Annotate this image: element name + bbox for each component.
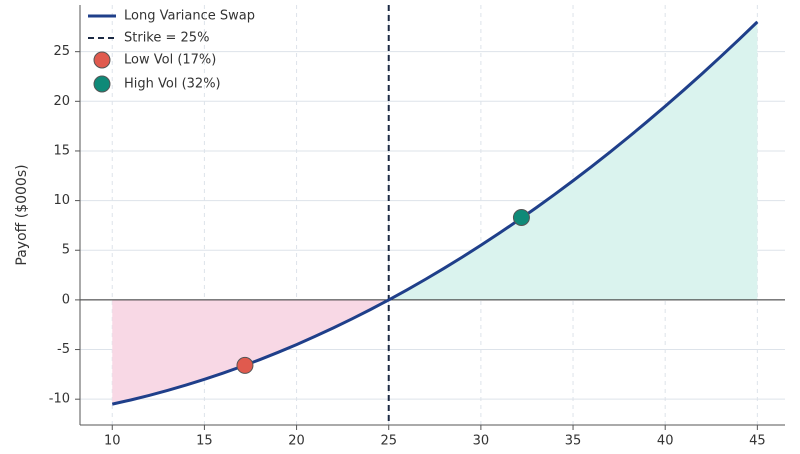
- legend-label: Strike = 25%: [124, 31, 209, 46]
- x-tick-label: 15: [196, 434, 213, 449]
- x-tick-label: 45: [749, 434, 766, 449]
- scenario-point: [236, 356, 254, 374]
- y-tick-label: 25: [53, 44, 70, 59]
- y-tick-label: 0: [62, 292, 70, 307]
- y-tick-label: 15: [53, 143, 70, 158]
- x-tick-label: 25: [380, 434, 397, 449]
- y-tick-label: 10: [53, 193, 70, 208]
- x-tick-label: 40: [657, 434, 674, 449]
- legend-label: Low Vol (17%): [124, 53, 216, 68]
- legend-swatch: [93, 51, 111, 69]
- x-tick-label: 20: [288, 434, 305, 449]
- legend-label: High Vol (32%): [124, 77, 221, 92]
- x-tick-label: 10: [104, 434, 121, 449]
- legend-swatch: [93, 75, 111, 93]
- x-tick-label: 30: [473, 434, 490, 449]
- loss-area: [112, 299, 389, 405]
- scenario-point: [512, 208, 530, 226]
- y-tick-label: 20: [53, 94, 70, 109]
- gain-area: [388, 21, 758, 300]
- payoff-line: [111, 20, 759, 406]
- y-tick-label: -10: [49, 392, 70, 407]
- x-tick-label: 35: [565, 434, 582, 449]
- legend-label: Long Variance Swap: [124, 9, 255, 24]
- y-axis-label: Payoff ($000s): [14, 164, 30, 265]
- y-tick-label: 5: [62, 243, 70, 258]
- y-tick-label: -5: [57, 342, 70, 357]
